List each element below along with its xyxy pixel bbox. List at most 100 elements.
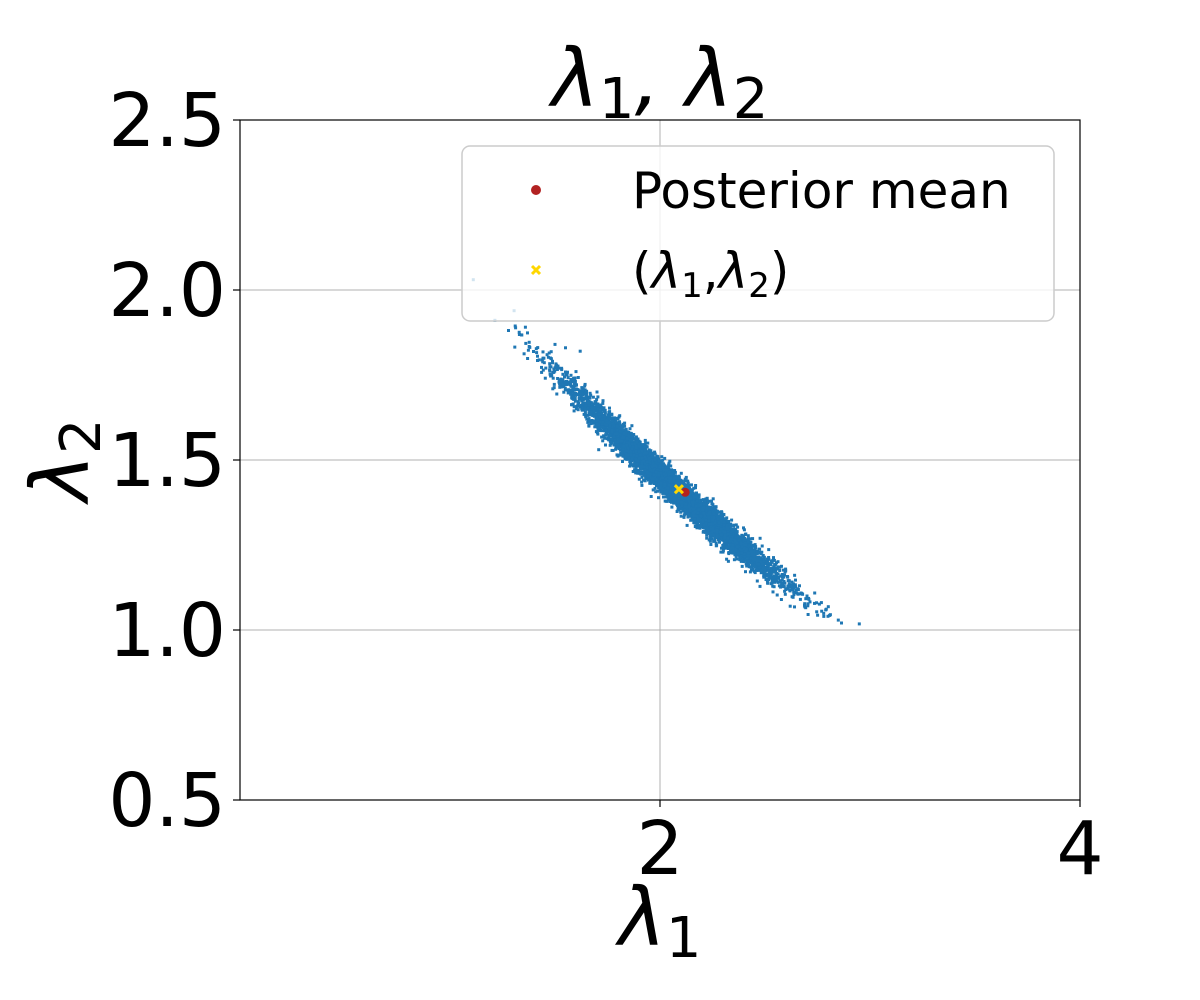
scatter-point (633, 468, 637, 472)
scatter-point (735, 539, 739, 543)
scatter-point (857, 622, 861, 626)
scatter-point (771, 579, 775, 582)
scatter-point (572, 392, 576, 396)
scatter-point (836, 618, 840, 622)
scatter-point (713, 536, 717, 539)
scatter-point (651, 451, 655, 455)
scatter-point (626, 432, 630, 435)
scatter-point (816, 613, 820, 617)
scatter-point (580, 408, 584, 412)
scatter-point (576, 404, 580, 408)
scatter-point (692, 486, 696, 490)
scatter-point (573, 397, 577, 400)
scatter-point (694, 525, 698, 529)
scatter-point (623, 424, 627, 428)
scatter-point (679, 514, 683, 518)
scatter-point (670, 468, 674, 472)
scatter-point (681, 509, 685, 513)
scatter-point (543, 376, 547, 380)
scatter-point (718, 540, 721, 544)
scatter-point (566, 391, 570, 395)
scatter-point (541, 368, 545, 372)
scatter-point (747, 565, 751, 569)
scatter-point (717, 537, 721, 541)
scatter-point (719, 511, 723, 515)
scatter-point (803, 603, 806, 607)
scatter-point (588, 408, 592, 412)
scatter-point (766, 574, 770, 577)
scatter-point (608, 424, 612, 428)
scatter-point (594, 425, 598, 428)
scatter-point (793, 583, 797, 587)
scatter-point (507, 329, 510, 332)
scatter-point (781, 568, 785, 572)
scatter-point (588, 396, 592, 400)
scatter-point (536, 354, 539, 358)
scatter-point (601, 401, 605, 405)
scatter-point (581, 398, 585, 402)
scatter-point (624, 427, 628, 431)
scatter-point (617, 437, 621, 440)
scatter-point (803, 602, 807, 606)
scatter-point (587, 423, 591, 427)
scatter-point (548, 362, 552, 366)
scatter-point (804, 606, 808, 610)
scatter-point (750, 546, 754, 549)
scatter-point (790, 580, 794, 584)
scatter-point (730, 518, 734, 522)
scatter-point (734, 547, 738, 551)
scatter-point (513, 345, 517, 349)
scatter-point (654, 490, 658, 494)
scatter-point (621, 454, 625, 458)
scatter-point (537, 358, 541, 362)
scatter-point (804, 597, 808, 601)
scatter-point (628, 427, 632, 431)
scatter-point (710, 502, 714, 505)
scatter-point (734, 523, 738, 527)
scatter-point (593, 402, 597, 406)
scatter-point (633, 440, 636, 444)
scatter-point (573, 376, 577, 380)
scatter-point (524, 341, 528, 345)
scatter-point (623, 438, 627, 442)
scatter-point (757, 551, 761, 555)
scatter-point (756, 555, 760, 559)
scatter-point (574, 407, 578, 411)
scatter-point (611, 449, 615, 452)
scatter-point (536, 359, 539, 362)
scatter-point (760, 550, 764, 554)
scatter-point (562, 390, 566, 394)
scatter-point (776, 565, 780, 569)
scatter-point (513, 324, 517, 328)
scatter-point (578, 391, 581, 395)
scatter-point (653, 452, 657, 456)
scatter-point (721, 544, 725, 547)
scatter-point (665, 499, 669, 503)
scatter-point (566, 380, 569, 384)
scatter-point (545, 353, 549, 357)
scatter-point (776, 560, 780, 564)
scatter-point (589, 422, 593, 426)
scatter-point (761, 554, 765, 557)
scatter-point (526, 357, 530, 360)
scatter-point (634, 436, 638, 440)
scatter-point (600, 425, 604, 429)
scatter-point (598, 425, 602, 429)
scatter-point (731, 537, 735, 541)
scatter-point (742, 528, 746, 532)
scatter-point (665, 495, 669, 499)
scatter-point (586, 407, 590, 410)
scatter-point (541, 360, 545, 364)
scatter-point (689, 518, 693, 522)
scatter-point (677, 474, 681, 478)
scatter-point (672, 501, 676, 505)
scatter-point (548, 369, 552, 373)
scatter-point (714, 508, 718, 512)
scatter-point (766, 561, 770, 565)
scatter-point (585, 417, 589, 421)
scatter-point (639, 447, 643, 451)
scatter-point (714, 544, 718, 548)
scatter-point (716, 526, 719, 530)
scatter-point (753, 543, 757, 547)
scatter-point (706, 532, 710, 535)
